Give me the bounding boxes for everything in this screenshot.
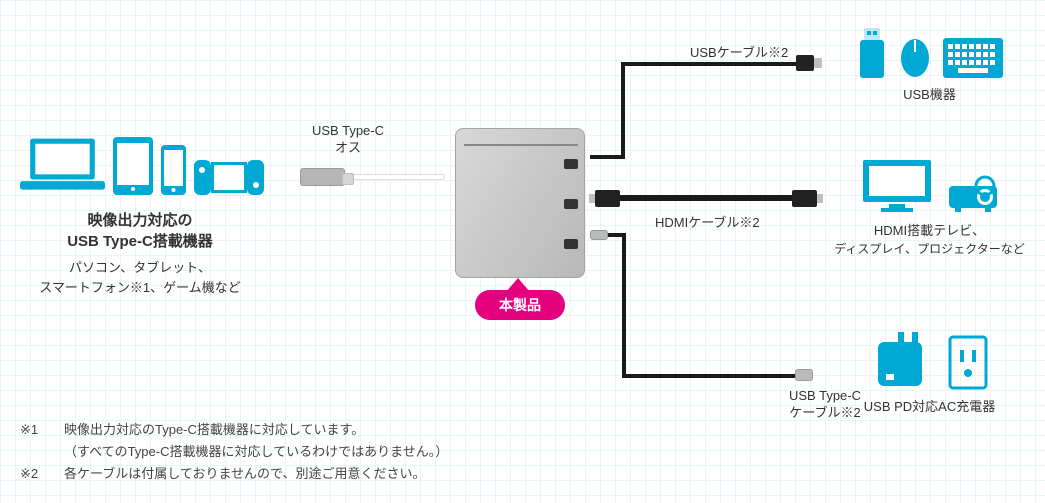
- hub-top-slit: [464, 144, 578, 146]
- usbc-cable-seg: [622, 233, 626, 378]
- usb-c-plug-small-icon: [795, 369, 813, 381]
- tv-icon: [861, 158, 933, 214]
- usb-cable-seg: [590, 155, 625, 159]
- source-sub-1: パソコン、タブレット、: [69, 260, 211, 275]
- hdmi-devices-label-2: ディスプレイ、プロジェクターなど: [834, 242, 1024, 256]
- product-callout: 本製品: [475, 290, 565, 320]
- usb-c-plug-label-2: オス: [335, 140, 361, 155]
- usb-c-wire: [345, 174, 445, 180]
- usb-c-plug-label: USB Type-C オス: [303, 123, 393, 157]
- footnote-1-line1: 映像出力対応のType-C搭載機器に対応しています。: [64, 422, 364, 437]
- hdmi-plug-icon: [792, 190, 817, 207]
- source-title-1: 映像出力対応の: [87, 212, 192, 229]
- laptop-icon: [20, 135, 105, 195]
- hdmi-plug-icon: [595, 190, 620, 207]
- hub-hdmi-port: [564, 199, 578, 209]
- source-devices-label: 映像出力対応の USB Type-C搭載機器 パソコン、タブレット、 スマートフ…: [25, 210, 255, 297]
- projector-icon: [947, 174, 999, 214]
- game-console-icon: [194, 160, 264, 195]
- usb-c-plug-small-icon: [590, 230, 608, 240]
- wall-outlet-icon: [948, 335, 988, 390]
- footnotes: ※1 映像出力対応のType-C搭載機器に対応しています。 （すべてのType-…: [20, 419, 448, 485]
- usb-a-plug-icon: [796, 55, 814, 71]
- hdmi-cable-label: HDMIケーブル※2: [655, 212, 760, 231]
- hdmi-cable-seg: [620, 195, 795, 201]
- usb-c-connector-icon: [300, 168, 345, 186]
- hdmi-devices-label: HDMI搭載テレビ、 ディスプレイ、プロジェクターなど: [832, 222, 1027, 258]
- hdmi-devices-label-1: HDMI搭載テレビ、: [874, 223, 985, 238]
- usb-stick-icon: [857, 28, 887, 78]
- usb-devices-label: USB機器: [832, 86, 1027, 104]
- usb-cable-label: USBケーブル※2: [690, 42, 788, 61]
- usb-devices-group: USB機器: [832, 28, 1027, 104]
- usb-c-plug-label-1: USB Type-C: [312, 123, 384, 138]
- hub-usbc-port: [564, 239, 578, 249]
- usb-cable-seg: [621, 62, 625, 159]
- footnote-1-tag: ※1: [20, 419, 50, 463]
- tablet-icon: [113, 137, 153, 195]
- keyboard-icon: [943, 38, 1003, 78]
- source-sub-2: スマートフォン※1、ゲーム機など: [39, 280, 240, 295]
- hub-device: [455, 128, 585, 278]
- pd-charger-group: USB PD対応AC充電器: [832, 330, 1027, 416]
- hub-usb-port: [564, 159, 578, 169]
- usbc-cable-seg: [622, 374, 797, 378]
- footnote-2-tag: ※2: [20, 463, 50, 485]
- pd-charger-label: USB PD対応AC充電器: [832, 398, 1027, 416]
- mouse-icon: [899, 33, 931, 78]
- source-title-2: USB Type-C搭載機器: [67, 233, 213, 250]
- diagram-stage: 映像出力対応の USB Type-C搭載機器 パソコン、タブレット、 スマートフ…: [0, 0, 1045, 503]
- usb-c-plug: [300, 168, 445, 186]
- footnote-1-line2: （すべてのType-C搭載機器に対応しているわけではありません。）: [64, 444, 448, 459]
- ac-charger-icon: [872, 330, 932, 390]
- source-devices: [20, 135, 264, 195]
- smartphone-icon: [161, 145, 186, 195]
- hdmi-devices-group: HDMI搭載テレビ、 ディスプレイ、プロジェクターなど: [832, 158, 1027, 258]
- usb-cable-seg: [621, 62, 799, 66]
- footnote-2-text: 各ケーブルは付属しておりませんので、別途ご用意ください。: [64, 463, 426, 485]
